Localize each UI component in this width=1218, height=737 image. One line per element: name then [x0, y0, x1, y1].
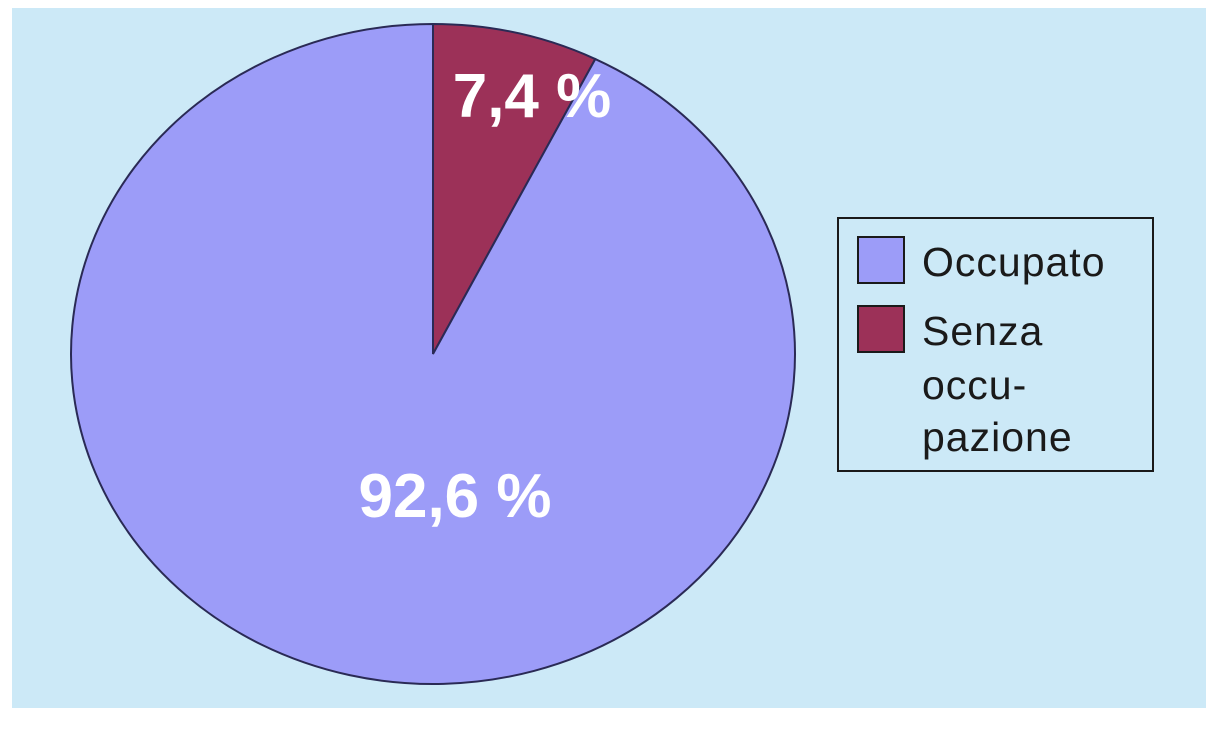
legend-swatch-senza-occupazione — [857, 305, 905, 353]
pie-slices — [70, 22, 796, 685]
legend-label-senza-occupazione-line2: occu- — [922, 362, 1027, 408]
pie-slice-occupato — [70, 22, 796, 685]
pie-slice-senza-occupazione — [432, 22, 597, 355]
legend-label-occupato: Occupato — [922, 239, 1106, 285]
pie-data-labels: 92,6 % 7,4 % — [358, 62, 611, 531]
legend: Occupato Senza occu- pazione — [837, 217, 1154, 472]
data-label-occupato: 92,6 % — [358, 462, 551, 531]
data-label-senza-occupazione: 7,4 % — [453, 62, 612, 131]
legend-label-senza-occupazione-line1: Senza — [922, 308, 1043, 354]
legend-label-senza-occupazione-line3: pazione — [922, 414, 1073, 460]
legend-swatch-occupato — [857, 236, 905, 284]
